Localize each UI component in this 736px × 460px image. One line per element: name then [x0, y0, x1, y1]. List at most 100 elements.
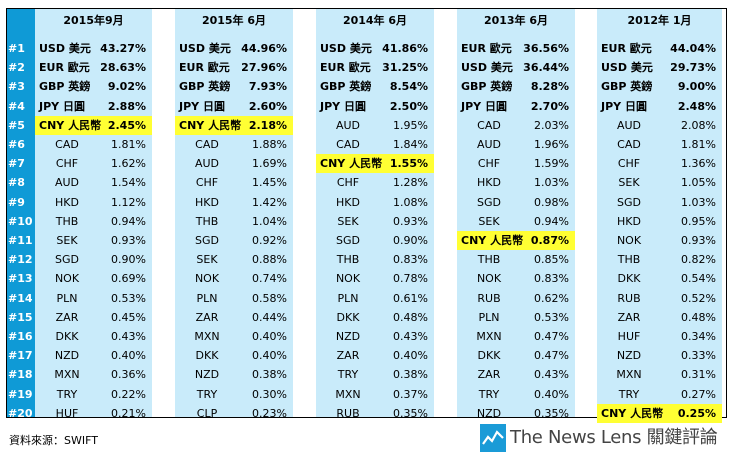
currency-share: 0.21%	[111, 406, 146, 420]
currency-share: 0.23%	[252, 406, 287, 420]
period-header: 2013年 6月	[457, 9, 575, 33]
currency-row: SGD 0.98%	[457, 193, 575, 212]
currency-name: HKD	[336, 195, 360, 209]
currency-row: ZAR 0.45%	[35, 308, 152, 327]
currency-name: HKD	[477, 176, 501, 190]
rank-label: #15	[8, 310, 33, 324]
currency-name: HUF	[55, 406, 79, 420]
rank-label: #6	[8, 138, 25, 151]
currency-name: GBP 英鎊	[39, 80, 91, 94]
currency-share: 43.27%	[100, 42, 146, 55]
currency-row: ZAR 0.40%	[316, 346, 434, 365]
currency-name: SEK	[618, 176, 640, 190]
currency-row: PLN 0.53%	[35, 289, 152, 308]
currency-row: TRY 0.30%	[175, 385, 293, 404]
currency-name: USD 美元	[320, 42, 372, 55]
currency-name: CAD	[55, 138, 79, 151]
currency-share: 0.43%	[393, 330, 428, 343]
currency-name: PLN	[337, 291, 359, 305]
currency-row: MXN 0.37%	[316, 385, 434, 404]
cny-highlight-row: CNY 人民幣 2.18%	[175, 115, 293, 135]
rank-label: #1	[8, 42, 25, 55]
currency-row: RUB 0.35%	[316, 404, 434, 423]
period-header: 2014年 6月	[316, 9, 434, 33]
currency-share: 0.25%	[677, 406, 716, 420]
currency-share: 0.62%	[534, 291, 569, 305]
period-header: 2015年9月	[35, 9, 152, 33]
currency-name: MXN	[476, 330, 502, 343]
currency-share: 2.88%	[107, 99, 146, 113]
currency-share: 1.62%	[111, 157, 146, 171]
currency-row: SEK 0.93%	[35, 231, 152, 250]
currency-row: CAD 1.81%	[35, 135, 152, 154]
currency-share: 0.40%	[111, 349, 146, 363]
currency-row: GBP 英鎊 7.93%	[175, 77, 293, 96]
currency-row: USD 美元 36.44%	[457, 58, 575, 77]
currency-row: SGD 0.90%	[35, 250, 152, 269]
currency-row: USD 美元 41.86%	[316, 39, 434, 58]
currency-share: 36.56%	[523, 42, 569, 55]
currency-share: 0.98%	[534, 195, 569, 209]
currency-name: NZD	[54, 349, 80, 363]
currency-name: THB	[195, 214, 219, 228]
currency-row: PLN 0.53%	[457, 308, 575, 327]
currency-share: 0.85%	[534, 253, 569, 267]
currency-share: 0.69%	[111, 272, 146, 286]
currency-share: 1.55%	[389, 157, 428, 171]
currency-name: AUD	[194, 157, 220, 171]
currency-name: EUR 歐元	[601, 42, 652, 55]
currency-row: NOK 0.78%	[316, 269, 434, 288]
rank-label: #13	[8, 272, 33, 286]
currency-name: AUD	[616, 118, 642, 132]
rank-label: #7	[8, 157, 25, 171]
currency-name: AUD	[476, 138, 502, 151]
currency-name: JPY 日圓	[179, 99, 225, 113]
currency-row: ZAR 0.43%	[457, 365, 575, 384]
currency-name: JPY 日圓	[601, 99, 647, 113]
currency-share: 0.33%	[681, 349, 716, 363]
currency-row: CAD 1.81%	[597, 135, 722, 154]
currency-share: 0.90%	[393, 234, 428, 247]
currency-name: MXN	[194, 330, 220, 343]
currency-name: HKD	[55, 195, 79, 209]
currency-share: 31.25%	[382, 61, 428, 75]
currency-name: NZD	[476, 406, 502, 420]
currency-row: EUR 歐元 27.96%	[175, 58, 293, 77]
currency-row: MXN 0.40%	[175, 327, 293, 346]
currency-name: SEK	[337, 214, 359, 228]
currency-row: SEK 1.05%	[597, 173, 722, 192]
currency-row: AUD 1.69%	[175, 154, 293, 173]
currency-share: 1.96%	[534, 138, 569, 151]
rank-label: #19	[8, 387, 33, 401]
currency-name: JPY 日圓	[461, 99, 507, 113]
currency-name: MXN	[616, 368, 642, 382]
currency-share: 2.45%	[107, 118, 146, 132]
currency-name: SEK	[56, 234, 78, 247]
currency-row: CHF 1.62%	[35, 154, 152, 173]
currency-name: SEK	[478, 214, 500, 228]
currency-share: 1.08%	[393, 195, 428, 209]
currency-row: EUR 歐元 31.25%	[316, 58, 434, 77]
currency-row: AUD 1.96%	[457, 135, 575, 154]
currency-row: SGD 0.90%	[316, 231, 434, 250]
currency-row: HKD 1.08%	[316, 193, 434, 212]
currency-share: 0.34%	[681, 330, 716, 343]
currency-row: EUR 歐元 44.04%	[597, 39, 722, 58]
currency-name: RUB	[617, 291, 641, 305]
currency-share: 1.12%	[111, 195, 146, 209]
rank-label: #9	[8, 195, 25, 209]
currency-share: 0.40%	[393, 349, 428, 363]
currency-name: RUB	[336, 406, 360, 420]
currency-name: EUR 歐元	[39, 61, 90, 75]
currency-name: PLN	[478, 310, 500, 324]
currency-name: EUR 歐元	[320, 61, 371, 75]
currency-name: CNY 人民幣	[179, 118, 242, 132]
currency-row: CLP 0.23%	[175, 404, 293, 423]
currency-name: CNY 人民幣	[461, 234, 524, 247]
currency-row: SGD 1.03%	[597, 193, 722, 212]
currency-name: DKK	[195, 349, 219, 363]
currency-share: 1.05%	[681, 176, 716, 190]
currency-name: SGD	[477, 195, 501, 209]
currency-name: THB	[336, 253, 360, 267]
currency-row: MXN 0.31%	[597, 365, 722, 384]
